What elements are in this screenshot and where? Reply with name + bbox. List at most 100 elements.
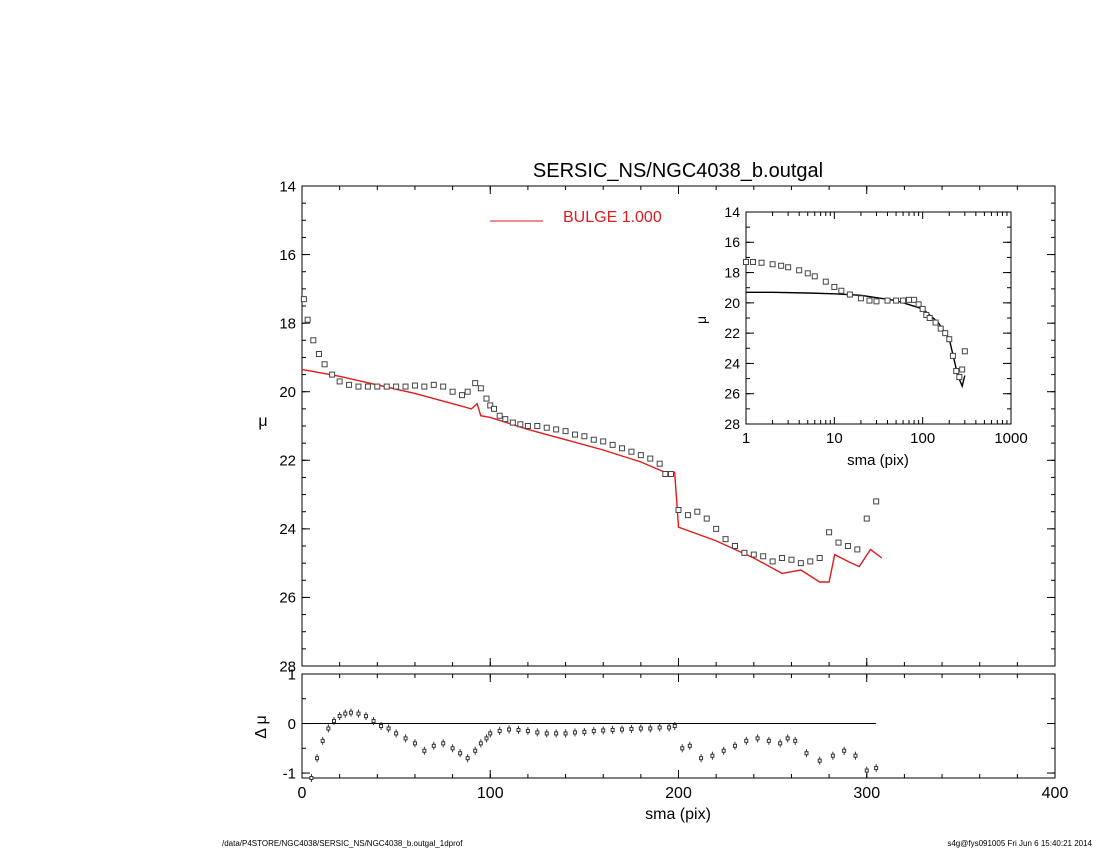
data-point-square <box>571 431 578 438</box>
inset-axis-ticks: 14 16 18 20 22 24 26 281 10 100 1000 <box>724 204 1027 447</box>
residual-point <box>364 714 369 719</box>
residual-point <box>484 736 489 741</box>
x-tick-label: 400 <box>1042 785 1069 802</box>
data-point-square <box>873 298 880 305</box>
data-point-square <box>844 543 851 549</box>
residual-point <box>450 746 455 751</box>
data-point-square <box>804 270 811 277</box>
residual-point <box>699 756 704 761</box>
residual-point <box>332 719 337 724</box>
data-point-square <box>430 381 437 388</box>
data-point-square <box>905 296 912 303</box>
y-tick-label: -1 <box>283 765 296 782</box>
data-point-square <box>483 395 490 402</box>
residual-point <box>667 725 672 730</box>
data-point-square <box>731 543 738 549</box>
inset-y-axis-label: μ <box>693 316 709 324</box>
footer-file-path: /data/P4STORE/NGC4038/SERSIC_NS/NGC4038_… <box>222 839 463 848</box>
data-point-square <box>835 539 842 546</box>
data-point-square <box>863 515 870 522</box>
residual-y-axis-label: Δ μ <box>253 715 270 738</box>
data-point-square <box>517 421 524 428</box>
data-point-square <box>628 448 635 455</box>
x-axis-label: sma (pix) <box>645 806 711 823</box>
data-point-square <box>942 330 949 337</box>
main-y-axis-label: μ <box>258 413 267 430</box>
data-point-square <box>509 419 516 426</box>
data-point-square <box>959 366 966 373</box>
data-point-square <box>675 507 682 513</box>
y-tick-label: 24 <box>724 355 740 371</box>
residual-point <box>582 729 587 734</box>
y-tick-label: 16 <box>724 234 740 250</box>
residual-point <box>778 741 783 746</box>
data-point-square <box>769 558 776 565</box>
data-point-square <box>873 498 880 505</box>
data-point-square <box>393 383 400 390</box>
residual-point <box>804 751 809 756</box>
residual-point <box>337 714 342 719</box>
inset-x-axis-label: sma (pix) <box>847 452 909 469</box>
data-point-square <box>760 553 767 560</box>
inset-plot-frame <box>745 211 1012 425</box>
data-point-square <box>440 383 447 390</box>
data-point-square <box>562 428 569 435</box>
data-point-square <box>449 388 456 395</box>
x-tick-label: 10 <box>826 430 843 447</box>
residual-point <box>874 766 879 771</box>
residual-point <box>657 725 662 730</box>
residual-point <box>403 736 408 741</box>
data-point-square <box>758 259 765 266</box>
residual-point <box>412 741 417 746</box>
data-point-square <box>304 316 311 323</box>
data-point-square <box>553 426 560 433</box>
data-point-square <box>502 416 509 423</box>
residual-point <box>601 728 606 733</box>
residual-point <box>379 724 384 728</box>
data-point-square <box>937 325 944 332</box>
residual-point <box>497 728 502 733</box>
data-point-square <box>826 529 833 536</box>
residual-point <box>348 710 353 715</box>
data-point-square <box>703 515 710 522</box>
data-point-square <box>590 436 597 443</box>
residual-point <box>638 726 643 731</box>
data-point-square <box>884 297 891 304</box>
data-point-square <box>778 262 785 269</box>
residual-point <box>680 746 685 751</box>
data-point-square <box>600 438 607 445</box>
x-tick-label: 1000 <box>994 430 1027 447</box>
residual-point <box>309 776 314 780</box>
data-point-square <box>953 368 960 374</box>
data-point-square <box>364 383 371 390</box>
residual-point <box>422 748 427 753</box>
residual-point <box>744 738 749 743</box>
legend-label: BULGE 1.000 <box>563 209 662 226</box>
y-tick-label: 14 <box>279 178 296 195</box>
y-tick-label: 24 <box>279 521 296 538</box>
y-tick-label: 16 <box>279 247 296 264</box>
data-point-square <box>383 383 390 390</box>
inset-data-marks <box>743 258 968 389</box>
data-point-square <box>949 352 956 359</box>
residual-point <box>766 738 771 743</box>
x-tick-label: 200 <box>665 785 692 802</box>
residual-point <box>315 756 320 761</box>
residual-point <box>672 724 677 728</box>
data-point-square <box>459 392 466 399</box>
y-tick-label: 18 <box>279 315 296 332</box>
data-point-square <box>822 278 829 285</box>
y-tick-label: 22 <box>279 453 296 470</box>
data-point-square <box>315 351 322 357</box>
residual-point <box>525 728 530 733</box>
data-point-square <box>496 412 503 419</box>
data-point-square <box>656 460 663 467</box>
data-point-square <box>750 551 757 558</box>
residual-point <box>535 730 540 735</box>
residual-point <box>544 731 549 736</box>
residual-data-marks <box>302 708 879 782</box>
data-point-square <box>769 261 776 268</box>
data-point-square <box>854 546 861 553</box>
residual-point <box>473 748 478 753</box>
